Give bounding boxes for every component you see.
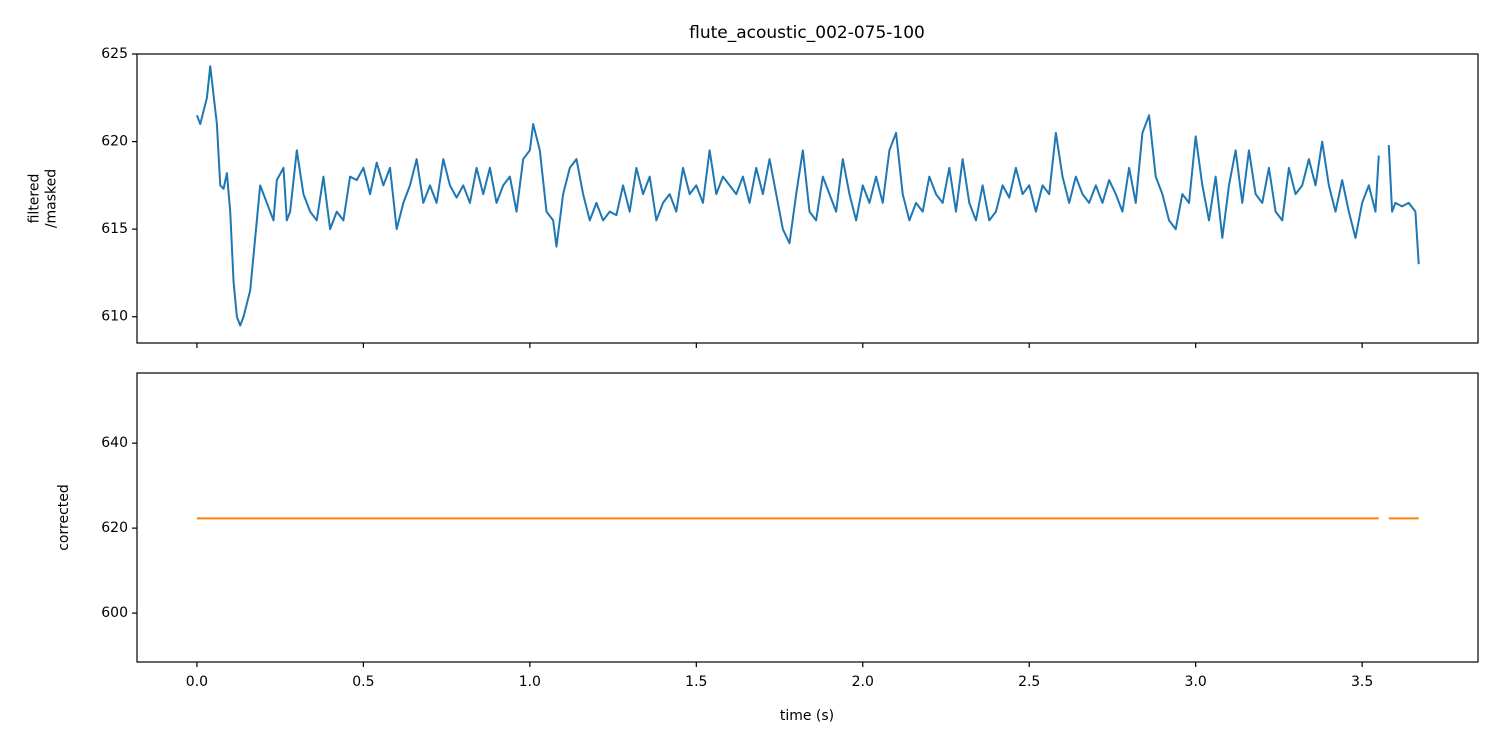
x-tick-label: 0.0 xyxy=(186,674,208,690)
y-tick-label: 640 xyxy=(101,435,128,451)
x-tick-label: 2.5 xyxy=(1018,674,1040,690)
x-axis-label: time (s) xyxy=(780,708,834,724)
chart-title: flute_acoustic_002-075-100 xyxy=(689,23,925,43)
x-tick-label: 3.0 xyxy=(1185,674,1207,690)
y-tick-label: 620 xyxy=(101,134,128,150)
y-axis-label: corrected xyxy=(56,484,72,551)
y-axis-label: /masked xyxy=(44,169,60,228)
axes-frame xyxy=(136,53,1479,344)
y-tick-label: 600 xyxy=(101,605,128,621)
x-tick-label: 0.5 xyxy=(352,674,374,690)
x-tick-label: 1.0 xyxy=(519,674,541,690)
y-axis-label: filtered xyxy=(27,174,43,224)
y-tick-label: 620 xyxy=(101,520,128,536)
axes-frame xyxy=(136,372,1479,663)
x-tick-label: 3.5 xyxy=(1351,674,1373,690)
data-line xyxy=(195,65,1420,327)
y-tick-label: 625 xyxy=(101,46,128,62)
y-tick-label: 610 xyxy=(101,309,128,325)
x-tick-label: 2.0 xyxy=(852,674,874,690)
y-tick-label: 615 xyxy=(101,221,128,237)
x-tick-label: 1.5 xyxy=(685,674,707,690)
